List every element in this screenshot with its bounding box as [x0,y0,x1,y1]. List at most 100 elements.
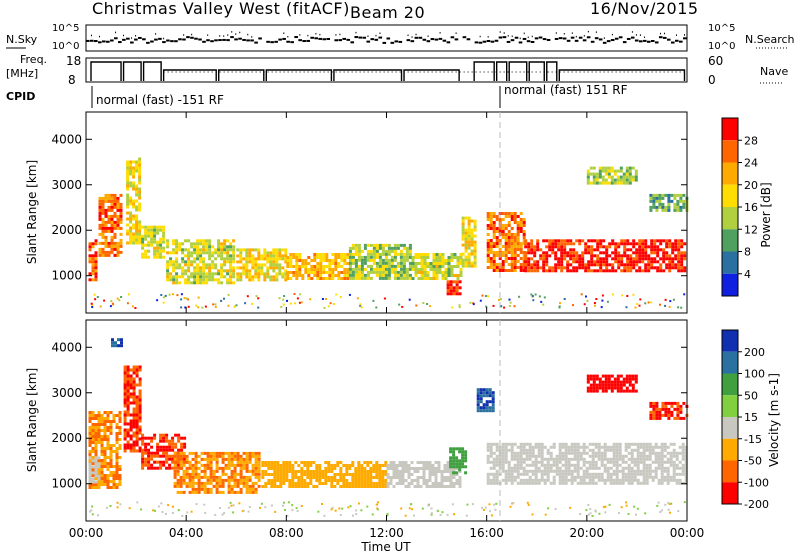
echo-cell [486,218,490,221]
echo-cell [601,299,604,302]
echo-cell [597,445,601,449]
echo-cell [275,278,279,282]
colorbar-swatch [722,373,738,396]
echo-cell [645,463,649,467]
echo-cell [681,445,685,449]
echo-cell [530,251,534,255]
echo-cell [378,482,382,485]
echo-cell [602,251,606,255]
echo-cell [594,472,598,476]
echo-cell [123,368,127,372]
echo-cell [572,257,576,261]
echo-cell [611,257,615,261]
echo-cell [144,228,148,232]
echo-cell [203,490,207,494]
echo-cell [363,485,367,488]
echo-cell [135,395,139,399]
echo-cell [212,451,216,455]
echo-cell [101,211,105,215]
echo-cell [473,240,477,244]
echo-cell [476,406,480,410]
echo-cell [431,470,435,473]
echo-cell [94,468,98,472]
echo-cell [180,298,183,301]
echo-cell [432,253,436,256]
echo-cell [357,252,361,256]
echo-cell [226,239,230,243]
echo-cell [434,476,438,479]
echo-cell [316,253,320,256]
nsky-point [202,40,206,43]
echo-cell [431,467,435,470]
echo-cell [109,411,113,414]
echo-cell [97,480,101,483]
echo-cell [188,481,192,485]
echo-cell [203,503,206,506]
echo-cell [229,257,233,261]
echo-cell [194,472,198,476]
echo-cell [513,457,517,461]
echo-cell [592,175,596,179]
echo-cell [651,448,655,452]
echo-cell [138,398,142,402]
echo-cell [673,205,677,209]
echo-cell [681,466,685,470]
echo-cell [255,295,258,298]
echo-cell [104,253,108,257]
echo-cell [94,260,98,264]
echo-cell [330,467,334,470]
echo-cell [495,239,499,242]
echo-cell [109,429,113,432]
echo-cell [536,239,540,243]
echo-cell [303,485,307,488]
nsky-point [342,37,347,40]
echo-cell [286,299,288,302]
echo-cell [635,242,639,246]
echo-cell [495,266,499,269]
echo-cell [166,263,170,267]
echo-cell [576,466,580,470]
echo-cell [492,304,495,307]
echo-cell [416,476,420,479]
echo-cell [182,463,186,467]
echo-cell [619,181,623,185]
echo-cell [489,245,493,248]
echo-cell [645,442,649,446]
echo-cell [209,475,213,479]
echo-cell [617,263,621,267]
echo-cell [426,256,430,259]
echo-cell [378,267,382,271]
echo-cell [603,481,607,485]
echo-cell [106,444,110,447]
nsky-point [110,39,114,42]
echo-cell [670,413,674,417]
echo-cell [204,305,207,308]
echo-cell [206,463,210,467]
echo-cell [621,481,625,485]
echo-cell [624,442,628,446]
echo-cell [372,243,376,247]
echo-cell [298,301,301,304]
echo-cell [118,444,122,447]
echo-cell [638,269,642,273]
echo-cell [652,413,656,417]
echo-cell [452,459,456,463]
echo-cell [384,485,388,488]
velocity-panel-frame [85,319,688,522]
echo-cell [633,460,637,464]
echo-cell [150,454,154,458]
echo-cell [589,377,593,381]
echo-cell [384,482,388,485]
echo-cell [135,368,139,372]
echo-cell [649,205,653,209]
echo-cell [123,398,127,402]
echo-cell [94,474,98,478]
echo-cell [657,460,661,464]
echo-cell [674,245,678,249]
echo-cell [369,473,373,476]
echo-cell [312,473,316,476]
echo-cell [434,461,438,464]
echo-cell [615,445,619,449]
echo-cell [230,472,234,476]
echo-cell [88,471,92,475]
